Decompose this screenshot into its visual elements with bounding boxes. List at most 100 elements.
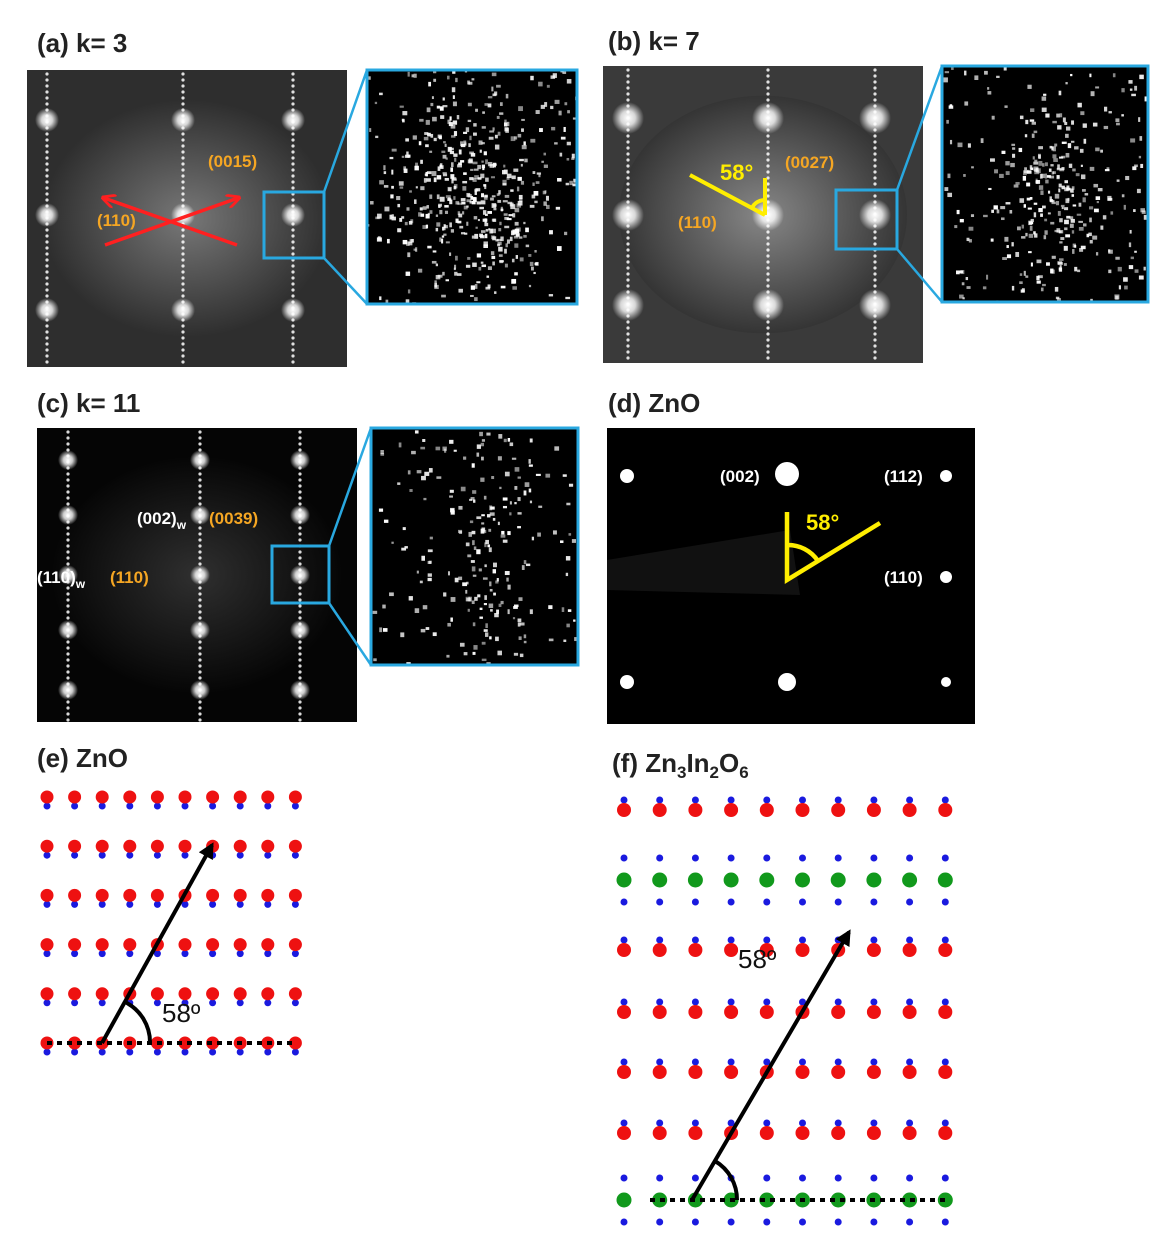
speckle: [481, 439, 486, 442]
atom: [98, 851, 106, 859]
streak-dot: [626, 230, 630, 234]
speckle: [1128, 242, 1132, 248]
streak-dot: [181, 150, 185, 154]
speckle: [1036, 179, 1041, 184]
streak-dot: [66, 442, 70, 446]
speckle: [521, 144, 527, 150]
atom: [795, 943, 810, 957]
speckle: [1023, 270, 1026, 276]
speckle: [1121, 114, 1124, 117]
speckle: [508, 214, 514, 217]
streak-dot: [298, 496, 302, 500]
streak-dot: [873, 278, 877, 282]
speckle: [403, 168, 408, 173]
speckle: [470, 560, 475, 563]
atom: [906, 854, 914, 862]
bright-spot: [290, 450, 310, 470]
speckle: [518, 636, 522, 640]
speckle: [439, 209, 443, 215]
speckle: [1011, 285, 1015, 291]
streak-dot: [66, 478, 70, 482]
speckle: [510, 230, 515, 236]
speckle: [503, 213, 508, 216]
streak-dot: [291, 240, 295, 244]
speckle: [537, 532, 541, 537]
speckle: [1110, 211, 1114, 215]
speckle: [473, 132, 477, 136]
atom: [691, 1119, 699, 1127]
speckle: [409, 489, 413, 492]
streak-dot: [766, 182, 770, 186]
speckle: [493, 592, 496, 596]
speckle: [463, 131, 468, 134]
speckle: [1065, 152, 1070, 158]
speckle: [468, 158, 473, 163]
streak-dot: [198, 532, 202, 536]
streak-dot: [626, 350, 630, 354]
speckle: [485, 539, 489, 545]
atom: [870, 1119, 878, 1127]
streak-dot: [291, 276, 295, 280]
atom: [724, 803, 739, 817]
speckle: [504, 119, 507, 123]
speckle: [466, 205, 469, 208]
speckle: [1038, 185, 1044, 190]
arrow: [100, 842, 214, 1044]
streak-dot: [291, 72, 295, 76]
streak-dot: [45, 288, 49, 292]
streak-dot: [873, 284, 877, 288]
atom: [153, 950, 161, 958]
speckle: [466, 199, 472, 203]
streak-dot: [291, 78, 295, 82]
streak-dot: [45, 84, 49, 88]
speckle: [479, 607, 483, 611]
speckle: [1040, 213, 1043, 217]
speckle: [1004, 236, 1009, 242]
speckle: [485, 286, 491, 290]
diffraction-spot: [940, 470, 952, 482]
speckle: [1038, 160, 1043, 166]
speckle: [1051, 269, 1055, 274]
speckle: [1095, 252, 1099, 256]
atom: [870, 854, 878, 862]
streak-dot: [181, 252, 185, 256]
atom: [906, 1119, 914, 1127]
speckle: [423, 178, 427, 183]
speckle: [491, 203, 497, 208]
label-part: O: [719, 748, 739, 778]
speckle: [1078, 220, 1083, 223]
bright-spot: [859, 102, 891, 134]
speckle: [509, 236, 513, 242]
speckle: [511, 457, 517, 460]
bright-spot: [35, 298, 59, 322]
speckle: [420, 628, 426, 633]
streak-dot: [66, 718, 70, 722]
speckle: [488, 528, 492, 532]
speckle: [1032, 156, 1035, 160]
streak-dot: [291, 354, 295, 358]
speckle: [512, 286, 517, 290]
speckle: [964, 70, 967, 76]
angle-marker: [689, 173, 767, 217]
speckle: [426, 107, 431, 113]
bright-spot: [281, 108, 305, 132]
speckle: [514, 467, 520, 472]
atom: [181, 999, 189, 1007]
speckle: [458, 576, 463, 581]
speckle: [523, 640, 527, 644]
speckle: [511, 279, 516, 284]
inset-frame: [940, 64, 1150, 304]
speckle: [500, 236, 504, 242]
streak-dot: [198, 490, 202, 494]
streak-dot: [766, 338, 770, 342]
streak-dot: [298, 526, 302, 530]
streak-dot: [626, 80, 630, 84]
speckle: [490, 506, 495, 510]
atom: [799, 898, 806, 906]
speckle: [465, 596, 471, 602]
speckle: [472, 651, 476, 655]
speckle: [408, 241, 413, 246]
atom: [153, 999, 161, 1007]
speckle: [1052, 146, 1056, 152]
speckle: [376, 237, 382, 242]
